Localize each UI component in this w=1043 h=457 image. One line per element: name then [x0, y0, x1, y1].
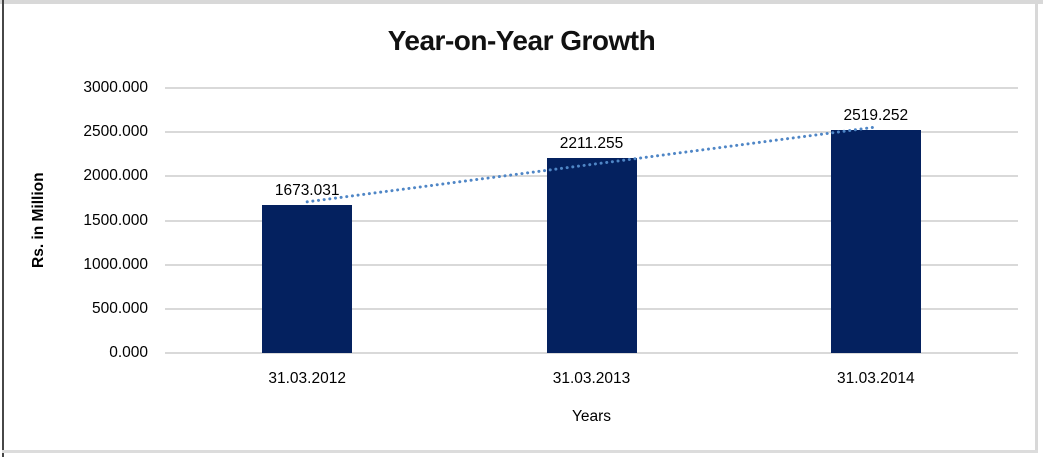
gridline — [165, 87, 1018, 89]
y-tick-label: 2500.000 — [83, 123, 148, 141]
y-tick-label: 3000.000 — [83, 79, 148, 96]
trendline — [305, 125, 878, 204]
y-tick-label: 0.000 — [109, 344, 148, 361]
gridline — [165, 352, 1018, 354]
y-tick-label: 1500.000 — [83, 211, 148, 229]
frame-border-bottom — [2, 450, 1038, 453]
chart-title: Year-on-Year Growth — [387, 25, 656, 56]
frame-border-right — [1035, 4, 1038, 452]
x-tick-label: 31.03.2014 — [837, 370, 915, 387]
x-tick-label: 31.03.2013 — [552, 370, 631, 387]
x-tick-label: 31.03.2012 — [268, 370, 346, 387]
y-tick-label: 1000.000 — [83, 255, 148, 273]
x-axis-title: Years — [571, 408, 612, 425]
bar — [546, 157, 637, 353]
frame-border-left — [2, 0, 4, 457]
bar-value-label: 1673.031 — [274, 182, 340, 200]
bar-value-label: 2211.255 — [559, 134, 624, 152]
bar-value-label: 2519.252 — [843, 107, 909, 125]
y-tick-label: 500.000 — [91, 299, 148, 317]
plot-area: 1673.031 2211.255 2519.252 — [165, 87, 1018, 354]
bar — [262, 205, 353, 353]
bar — [830, 130, 921, 353]
y-tick-label: 2000.000 — [83, 167, 148, 185]
frame-border-top — [0, 0, 1043, 4]
gridline — [165, 131, 1018, 134]
